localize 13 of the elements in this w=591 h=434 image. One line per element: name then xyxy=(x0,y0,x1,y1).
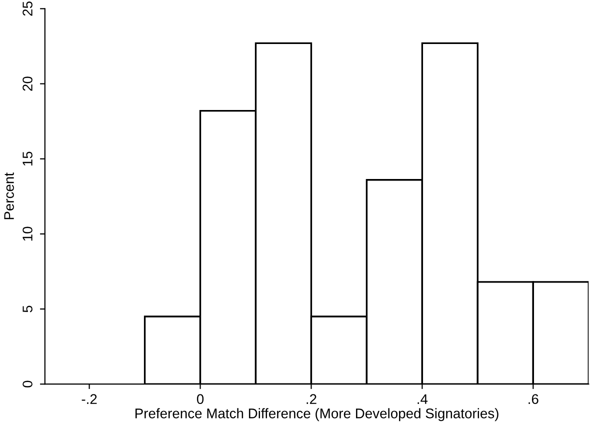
x-axis-title: Preference Match Difference (More Developed Signatories) xyxy=(135,408,498,422)
x-tick-label: .6 xyxy=(528,394,538,404)
x-tick-label: .2 xyxy=(306,394,316,404)
x-tick-label: -.2 xyxy=(82,394,97,404)
y-tick-label: 5 xyxy=(22,306,32,312)
y-axis-title: Percent xyxy=(4,172,14,220)
y-tick-label: 0 xyxy=(22,380,32,388)
y-tick-label: 15 xyxy=(22,152,32,166)
x-tick-label: .4 xyxy=(418,394,428,404)
x-tick-label: 0 xyxy=(196,394,204,404)
y-tick-label: 10 xyxy=(22,226,32,241)
y-tick-label: 20 xyxy=(22,76,32,91)
y-tick-label: 25 xyxy=(22,2,32,16)
